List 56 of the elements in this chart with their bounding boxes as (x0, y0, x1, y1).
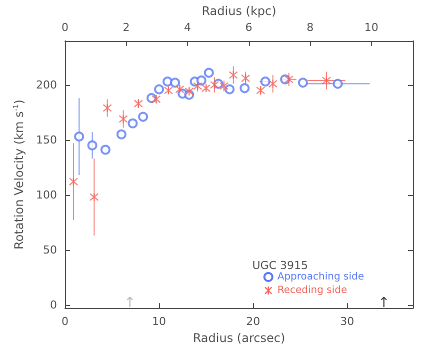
point (219, 81, 229, 91)
annotation: ↑ (378, 295, 390, 311)
point (240, 83, 250, 94)
x2-tick-label: 8 (306, 20, 314, 34)
x2-tick-label: 0 (62, 20, 68, 34)
legend-label: Receding side (277, 285, 348, 296)
legend-label: Approaching side (277, 272, 364, 282)
point (74, 132, 84, 142)
point (154, 84, 164, 94)
point (116, 129, 126, 140)
point (204, 68, 214, 78)
point (164, 86, 174, 95)
x2-axis-title: Radius (kpc) (202, 4, 276, 18)
y-tick-label: 50 (43, 243, 57, 256)
x2-tick-label: 6 (245, 20, 252, 34)
point (196, 75, 206, 86)
y-tick-label: 0 (50, 298, 57, 312)
point (193, 81, 202, 91)
point (175, 84, 184, 94)
point (224, 84, 235, 94)
point (118, 114, 128, 124)
point (240, 74, 250, 83)
point (256, 86, 266, 95)
point (102, 103, 112, 113)
point (298, 78, 308, 88)
point (210, 80, 220, 90)
x2-tick-label: 2 (122, 20, 130, 34)
point (268, 79, 278, 88)
point (201, 84, 211, 93)
point (138, 112, 148, 122)
x-axis-title: Radius (arcsec) (192, 331, 286, 345)
x-tick-label: 10 (152, 315, 166, 328)
point (68, 177, 78, 186)
point (170, 78, 180, 88)
point (260, 76, 270, 87)
y-tick-label: 150 (36, 133, 57, 146)
legend-title: UGC 3915 (252, 259, 308, 272)
point (322, 76, 332, 86)
point (128, 118, 138, 128)
x2-tick-label: 10 (364, 20, 378, 34)
y-tick-label: 200 (36, 78, 57, 92)
x2-tick-label: 4 (184, 20, 192, 34)
point (332, 78, 343, 89)
point (152, 94, 161, 104)
y-tick-label: 100 (36, 188, 57, 202)
x-tick-label: 0 (62, 315, 68, 328)
point (184, 86, 194, 96)
point (100, 144, 110, 155)
point (87, 140, 98, 150)
point (90, 192, 99, 202)
x-tick-label: 20 (246, 315, 260, 328)
point (228, 70, 238, 80)
x-tick-label: 30 (340, 315, 354, 328)
point (284, 74, 294, 84)
annotation: ↑ (124, 295, 136, 311)
point (134, 98, 143, 108)
